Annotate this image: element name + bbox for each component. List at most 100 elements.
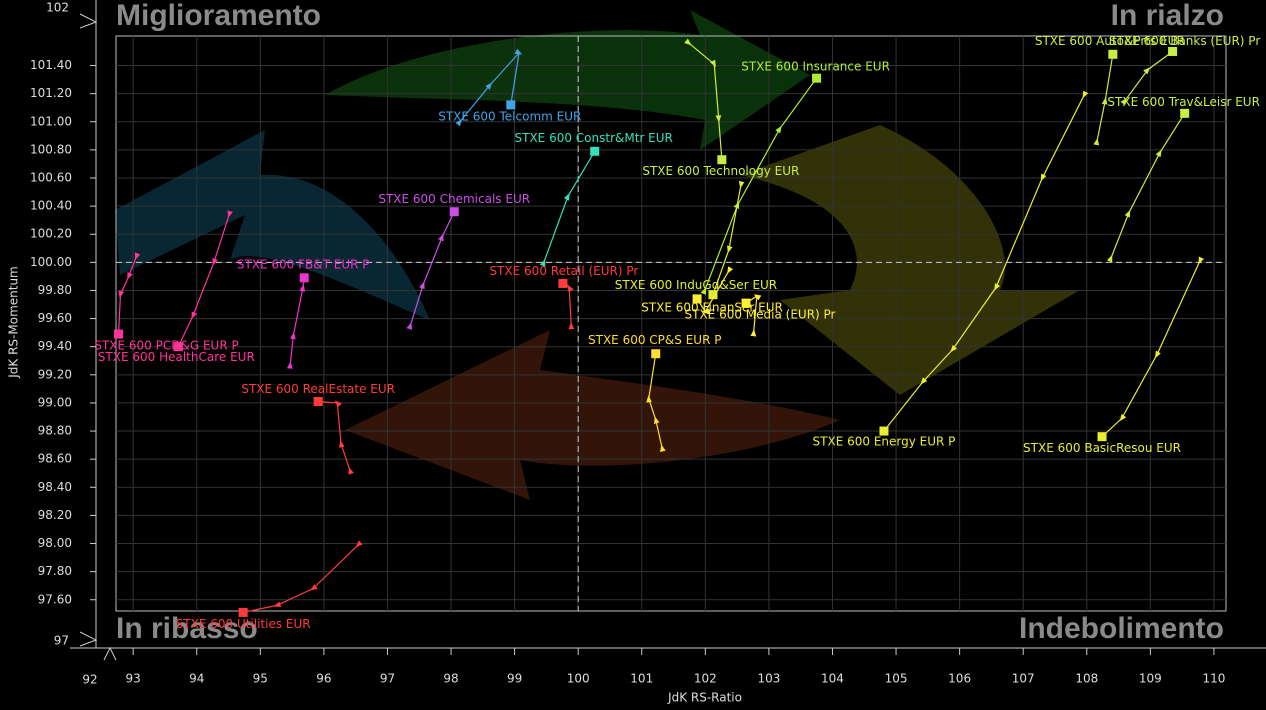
y-break-label: 102 — [46, 1, 69, 15]
x-break-label: 92 — [82, 673, 97, 687]
series-label: STXE 600 BasicResou EUR — [1023, 441, 1181, 455]
current-point — [1108, 49, 1118, 59]
current-point — [558, 278, 568, 288]
current-point — [879, 426, 889, 436]
x-tick-label: 94 — [189, 672, 204, 686]
trail — [286, 277, 306, 369]
x-tick-label: 98 — [443, 672, 458, 686]
current-point — [1180, 108, 1190, 118]
y-tick-label: 97.80 — [38, 564, 72, 578]
x-tick-label: 104 — [821, 672, 844, 686]
x-tick-label: 105 — [885, 672, 908, 686]
trail — [177, 210, 233, 347]
y-tick-label: 99.20 — [38, 367, 72, 381]
x-tick-label: 109 — [1139, 672, 1162, 686]
x-tick-label: 110 — [1202, 672, 1225, 686]
x-axis-label: JdK RS-Ratio — [667, 691, 742, 705]
quadrant-label: In ribasso — [116, 612, 258, 645]
x-tick-label: 99 — [507, 672, 522, 686]
trail — [455, 48, 523, 127]
current-point — [299, 273, 309, 283]
current-point — [651, 349, 661, 359]
y-tick-label: 98.00 — [38, 536, 72, 550]
y-tick-label: 100.40 — [30, 199, 72, 213]
quadrant-label: Indebolimento — [1019, 612, 1224, 645]
y-tick-label: 101.20 — [30, 86, 72, 100]
y-axis-break — [79, 13, 98, 647]
y-tick-label: 98.60 — [38, 452, 72, 466]
trail — [318, 400, 354, 475]
series-label: STXE 600 PCD&G EUR P — [94, 339, 238, 353]
current-point — [1168, 46, 1178, 56]
y-tick-label: 98.20 — [38, 508, 72, 522]
series-label: STXE 600 InduGd&Ser EUR — [615, 278, 777, 292]
trail — [406, 211, 455, 330]
x-tick-label: 93 — [126, 672, 141, 686]
series-label: STXE 600 FB&T EUR P — [237, 257, 370, 271]
quadrant-label: In rialzo — [1111, 0, 1224, 32]
current-point — [812, 73, 822, 83]
x-tick-label: 106 — [948, 672, 971, 686]
x-tick-label: 96 — [316, 672, 331, 686]
x-tick-label: 103 — [757, 672, 780, 686]
y-tick-label: 100.00 — [30, 255, 72, 269]
series-label: STXE 600 Constr&Mtr EUR — [515, 131, 673, 145]
y-tick-label: 99.00 — [38, 395, 72, 409]
trail — [646, 353, 666, 453]
current-point — [1097, 432, 1107, 442]
current-point — [506, 100, 516, 110]
trail — [700, 77, 818, 295]
series-label: STXE 600 Auto&Prts EUR — [1035, 34, 1185, 48]
trail — [243, 540, 363, 613]
y-tick-label: 100.80 — [30, 142, 72, 156]
series-label: STXE 600 CP&S EUR P — [588, 333, 721, 347]
y-break-label: 97 — [54, 634, 69, 648]
series-label: STXE 600 Insurance EUR — [741, 60, 890, 74]
current-point — [238, 607, 248, 617]
y-tick-label: 98.40 — [38, 480, 72, 494]
trail — [539, 150, 596, 267]
series-label: STXE 600 Technology EUR — [642, 164, 799, 178]
y-tick-label: 100.60 — [30, 170, 72, 184]
current-point — [173, 342, 183, 352]
y-tick-label: 99.40 — [38, 339, 72, 353]
trail — [883, 90, 1089, 432]
current-point — [717, 155, 727, 165]
x-tick-label: 107 — [1012, 672, 1035, 686]
y-tick-label: 101.40 — [30, 58, 72, 72]
x-tick-label: 102 — [694, 672, 717, 686]
series-label: STXE 600 Telcomm EUR — [438, 109, 581, 123]
current-point — [692, 294, 702, 304]
x-tick-label: 108 — [1075, 672, 1098, 686]
trail — [1120, 50, 1173, 106]
y-tick-label: 101.00 — [30, 114, 72, 128]
trail — [117, 252, 141, 335]
series-label: STXE 600 Energy EUR P — [813, 435, 956, 449]
series-label: STXE 600 HealthCare EUR — [98, 350, 255, 364]
series-label: STXE 600 Banks (EUR) Pr — [1109, 34, 1260, 48]
x-axis-break — [103, 646, 117, 661]
current-point — [449, 207, 459, 217]
trail — [1101, 256, 1205, 438]
series-label: STXE 600 RealEstate EUR — [241, 382, 395, 396]
trail — [1106, 113, 1186, 263]
current-point — [741, 298, 751, 308]
y-axis-label: JdK RS-Momentum — [7, 266, 21, 379]
y-tick-label: 100.20 — [30, 227, 72, 241]
current-point — [590, 146, 600, 156]
x-tick-label: 100 — [567, 672, 590, 686]
series-label: STXE 600 Utilities EUR — [176, 617, 311, 631]
series-label: STXE 600 Trav&Leisr EUR — [1107, 95, 1260, 109]
x-tick-label: 97 — [380, 672, 395, 686]
y-tick-label: 99.60 — [38, 311, 72, 325]
series-label: STXE 600 Retail (EUR) Pr — [489, 264, 638, 278]
series-label: STXE 600 Media (EUR) Pr — [685, 308, 836, 322]
y-tick-label: 98.80 — [38, 424, 72, 438]
trail — [1093, 54, 1114, 146]
series-label: STXE 600 Chemicals EUR — [378, 192, 530, 206]
y-tick-label: 99.80 — [38, 283, 72, 297]
quadrant-label: Miglioramento — [116, 0, 321, 32]
current-point — [114, 329, 124, 339]
x-tick-label: 95 — [253, 672, 268, 686]
